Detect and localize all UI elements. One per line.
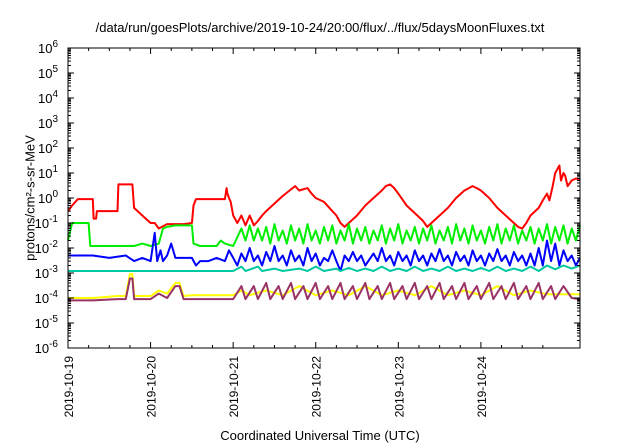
x-tick-label: 2019-10-20 <box>145 356 159 418</box>
x-tick-label: 2019-10-22 <box>310 356 324 418</box>
series-line-1 <box>67 164 581 230</box>
y-tick-label: 104 <box>38 89 58 106</box>
y-tick-label: 10-3 <box>35 264 59 281</box>
plot-frame <box>67 47 581 349</box>
y-tick-label: 101 <box>38 164 58 181</box>
y-tick-label: 10-6 <box>35 339 59 356</box>
series-line-2 <box>67 222 581 247</box>
y-tick-label: 10-5 <box>35 314 59 331</box>
y-tick-label: 10-2 <box>35 239 59 256</box>
x-axis-label: Coordinated Universal Time (UTC) <box>220 428 420 443</box>
series-line-6 <box>68 277 581 302</box>
y-tick-label: 106 <box>38 39 58 56</box>
x-tick-label: 2019-10-23 <box>392 356 406 418</box>
y-tick-label: 103 <box>38 114 58 131</box>
series-layer <box>67 164 581 302</box>
series-line-3 <box>68 231 581 272</box>
y-tick-label: 10-4 <box>35 289 59 306</box>
y-tick-label: 102 <box>38 139 58 156</box>
series-line-4 <box>68 264 581 272</box>
y-tick-label: 105 <box>38 64 58 81</box>
y-tick-label: 10-1 <box>35 214 59 231</box>
y-tick-label: 100 <box>38 189 58 206</box>
axis-layer: 10-6 10-5 10-4 10-3 10-2 10-1 100 101 102 103 104 1… <box>35 39 581 418</box>
chart-title: /data/run/goesPlots/archive/2019-10-24/2… <box>95 20 545 35</box>
x-tick-label: 2019-10-21 <box>227 356 241 418</box>
x-tick-label: 2019-10-24 <box>475 356 489 418</box>
x-tick-label: 2019-10-19 <box>62 356 76 418</box>
